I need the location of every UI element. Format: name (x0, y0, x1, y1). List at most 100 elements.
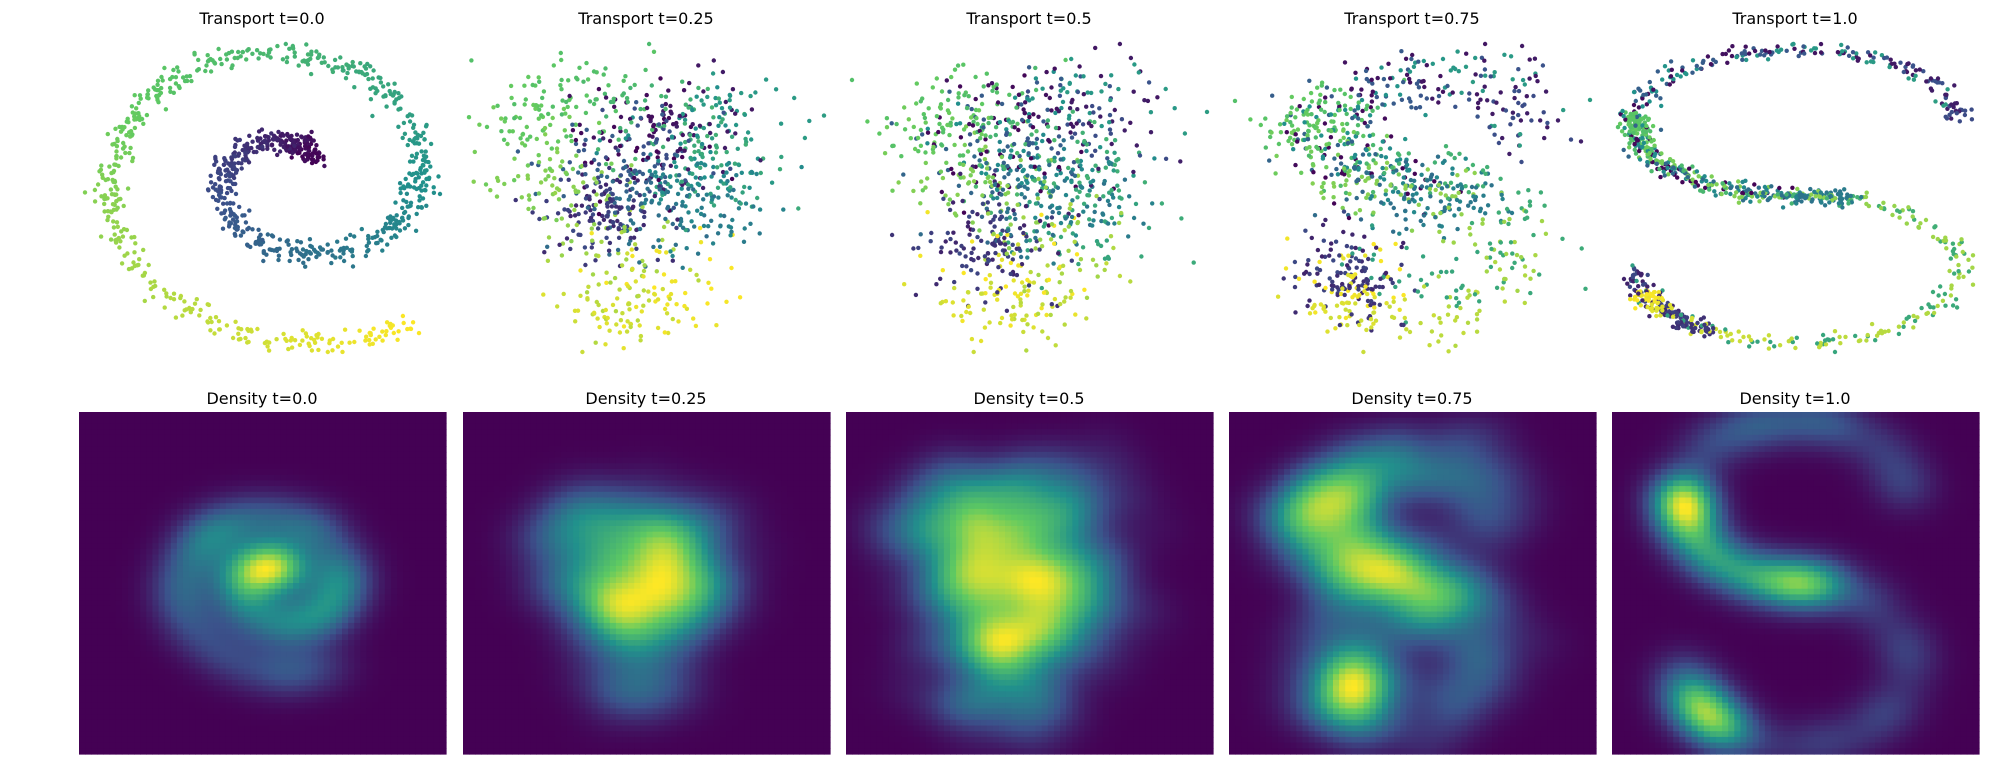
scatter-point (576, 148, 581, 154)
scatter-point (1030, 141, 1035, 146)
scatter-point (281, 331, 286, 337)
scatter-point (1179, 216, 1184, 221)
scatter-point (1359, 87, 1364, 92)
scatter-point (667, 296, 672, 302)
scatter-point (373, 86, 378, 91)
scatter-point (1726, 48, 1732, 53)
scatter-point (976, 255, 981, 261)
scatter-point (1684, 315, 1690, 320)
scatter-point (536, 160, 542, 165)
scatter-point (573, 137, 579, 143)
scatter-point (991, 231, 996, 237)
scatter-point (755, 195, 760, 201)
scatter-point (522, 102, 527, 107)
scatter-point (668, 163, 673, 168)
scatter-point (592, 176, 597, 181)
scatter-point (1018, 254, 1024, 260)
scatter-point (1913, 68, 1919, 73)
scatter-point (1085, 175, 1091, 181)
scatter-point (1047, 95, 1053, 101)
scatter-point (1469, 184, 1475, 190)
scatter-point (663, 106, 668, 112)
scatter-point (1813, 194, 1818, 199)
scatter-point (1459, 186, 1465, 191)
scatter-point (1332, 112, 1338, 118)
scatter-point (1437, 229, 1442, 234)
scatter-point (563, 111, 568, 116)
scatter-point (1399, 97, 1405, 103)
scatter-point (1952, 271, 1957, 276)
scatter-point (617, 196, 622, 201)
scatter-point (342, 327, 348, 332)
scatter-point (691, 133, 696, 138)
scatter-point (1302, 120, 1307, 125)
scatter-point (722, 213, 727, 219)
scatter-point (1082, 287, 1087, 292)
scatter-point (272, 147, 277, 152)
scatter-point (280, 57, 286, 62)
scatter-point (570, 128, 576, 133)
scatter-point (1363, 68, 1369, 74)
scatter-point (567, 93, 572, 99)
scatter-point (382, 225, 388, 230)
scatter-point (699, 141, 705, 147)
scatter-point (610, 220, 616, 225)
scatter-point (965, 224, 971, 229)
scatter-point (232, 153, 237, 159)
scatter-point (233, 319, 238, 324)
scatter-point (552, 190, 558, 196)
scatter-point (577, 65, 582, 71)
scatter-point (1769, 184, 1774, 189)
scatter-point (268, 55, 273, 60)
scatter-point (407, 119, 413, 124)
scatter-point (994, 90, 1000, 95)
scatter-point (1887, 64, 1892, 70)
scatter-point (244, 57, 249, 62)
scatter-point (1512, 88, 1517, 94)
scatter-point (1032, 178, 1038, 183)
scatter-point (1371, 210, 1376, 215)
scatter-point (1316, 101, 1321, 106)
scatter-point (229, 211, 234, 217)
scatter-point (624, 329, 630, 334)
scatter-point (1360, 248, 1366, 253)
scatter-point (205, 53, 210, 58)
scatter-point (647, 168, 652, 174)
scatter-point (1637, 148, 1642, 154)
scatter-point (409, 113, 415, 118)
scatter-point (1284, 117, 1289, 123)
scatter-point (243, 335, 248, 341)
scatter-point (1405, 191, 1410, 196)
scatter-point (1407, 76, 1412, 82)
scatter-point (558, 164, 563, 169)
scatter-point (698, 176, 704, 181)
scatter-point (660, 172, 666, 177)
scatter-point (303, 264, 308, 269)
scatter-point (1403, 56, 1409, 61)
scatter-point (1744, 57, 1749, 63)
scatter-point (1027, 199, 1032, 205)
scatter-point (1058, 143, 1063, 148)
scatter-point (653, 170, 658, 175)
scatter-point (606, 209, 611, 215)
scatter-point (173, 315, 179, 320)
scatter-point (954, 121, 959, 127)
scatter-point (1493, 259, 1498, 265)
scatter-point (1374, 245, 1379, 250)
scatter-point (1492, 70, 1497, 75)
scatter-point (1789, 336, 1794, 341)
scatter-point (1653, 295, 1659, 300)
scatter-point (971, 258, 976, 263)
scatter-point (359, 226, 364, 232)
scatter-point (1348, 106, 1353, 112)
scatter-point (258, 51, 263, 56)
scatter-point (981, 125, 986, 130)
scatter-point (753, 90, 758, 95)
scatter-point (1952, 246, 1957, 252)
scatter-point (1587, 97, 1593, 103)
scatter-point (641, 151, 646, 157)
scatter-point (1777, 343, 1783, 348)
scatter-point (1362, 234, 1367, 239)
scatter-point (1416, 85, 1422, 90)
scatter-point (247, 133, 252, 138)
